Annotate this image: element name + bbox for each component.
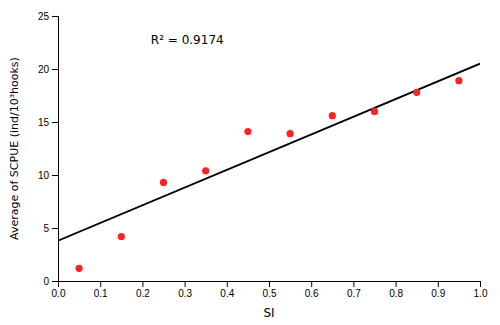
x-tick-mark — [396, 281, 397, 287]
point — [287, 130, 294, 137]
y-tick-label: 5 — [43, 223, 49, 234]
x-axis: 0.0 0.1 0.2 0.3 0.4 0.5 0.6 0.7 0.8 0.9 1.0 — [52, 281, 488, 299]
x-tick-mark — [438, 281, 439, 287]
x-tick-label: 0.7 — [347, 288, 361, 299]
annotation: R² = 0.9174 — [151, 33, 224, 47]
y-tick: 20 — [38, 64, 58, 75]
y-axis-line — [52, 17, 59, 282]
x-axis-line — [59, 282, 481, 288]
y-tick: 5 — [43, 223, 58, 234]
point — [76, 265, 83, 272]
y-tick-mark — [52, 122, 58, 123]
y-tick: 25 — [38, 11, 58, 22]
x-axis-title: SI — [263, 306, 274, 320]
y-tick-label: 20 — [38, 64, 50, 75]
x-tick: 0.3 — [178, 281, 192, 299]
y-tick-mark — [52, 16, 58, 17]
y-tick: 15 — [38, 117, 58, 128]
point — [244, 128, 251, 135]
x-tick: 0.0 — [52, 281, 66, 299]
x-tick-mark — [269, 281, 270, 287]
x-tick-label: 0.6 — [305, 288, 319, 299]
x-tick: 0.2 — [136, 281, 150, 299]
y-axis: 0 5 10 15 20 25 — [38, 11, 59, 287]
point — [455, 77, 462, 84]
x-tick: 0.8 — [389, 281, 403, 299]
regression-line — [58, 64, 480, 241]
marks — [58, 64, 480, 272]
x-tick-label: 0.5 — [263, 288, 277, 299]
x-tick-label: 1.0 — [474, 288, 488, 299]
x-tick: 0.7 — [347, 281, 361, 299]
point — [329, 112, 336, 119]
x-tick: 1.0 — [474, 281, 488, 299]
point — [160, 179, 167, 186]
y-tick-mark — [52, 281, 58, 282]
point — [118, 233, 125, 240]
y-tick-label: 15 — [38, 117, 50, 128]
x-tick: 0.5 — [263, 281, 277, 299]
x-tick: 0.1 — [94, 281, 108, 299]
x-tick-mark — [353, 281, 354, 287]
y-tick-label: 10 — [38, 170, 50, 181]
x-tick: 0.9 — [431, 281, 445, 299]
y-tick-mark — [52, 228, 58, 229]
x-tick-label: 0.0 — [52, 288, 66, 299]
x-tick-mark — [142, 281, 143, 287]
plot: 0.0 0.1 0.2 0.3 0.4 0.5 0.6 0.7 0.8 0.9 1.0 0 5 10 15 2… — [8, 11, 488, 320]
x-tick-label: 0.8 — [389, 288, 403, 299]
x-tick-mark — [185, 281, 186, 287]
y-axis-title: Average of SCPUE (ind/10³hooks) — [8, 57, 21, 240]
x-tick-label: 0.1 — [94, 288, 108, 299]
x-tick-label: 0.3 — [178, 288, 192, 299]
point — [413, 89, 420, 96]
x-tick-mark — [100, 281, 101, 287]
x-tick-label: 0.4 — [220, 288, 234, 299]
y-tick: 10 — [38, 170, 58, 181]
y-tick-mark — [52, 175, 58, 176]
x-tick-label: 0.2 — [136, 288, 150, 299]
x-tick-label: 0.9 — [431, 288, 445, 299]
x-tick-mark — [311, 281, 312, 287]
y-tick-label: 0 — [43, 276, 49, 287]
x-tick-mark — [227, 281, 228, 287]
y-tick-label: 25 — [38, 11, 50, 22]
x-tick-mark — [480, 281, 481, 287]
point — [371, 108, 378, 115]
chart: 0.0 0.1 0.2 0.3 0.4 0.5 0.6 0.7 0.8 0.9 1.0 0 5 10 15 2… — [0, 0, 500, 325]
y-tick: 0 — [43, 276, 58, 287]
point — [202, 167, 209, 174]
y-tick-mark — [52, 69, 58, 70]
x-tick: 0.4 — [220, 281, 234, 299]
x-tick: 0.6 — [305, 281, 319, 299]
